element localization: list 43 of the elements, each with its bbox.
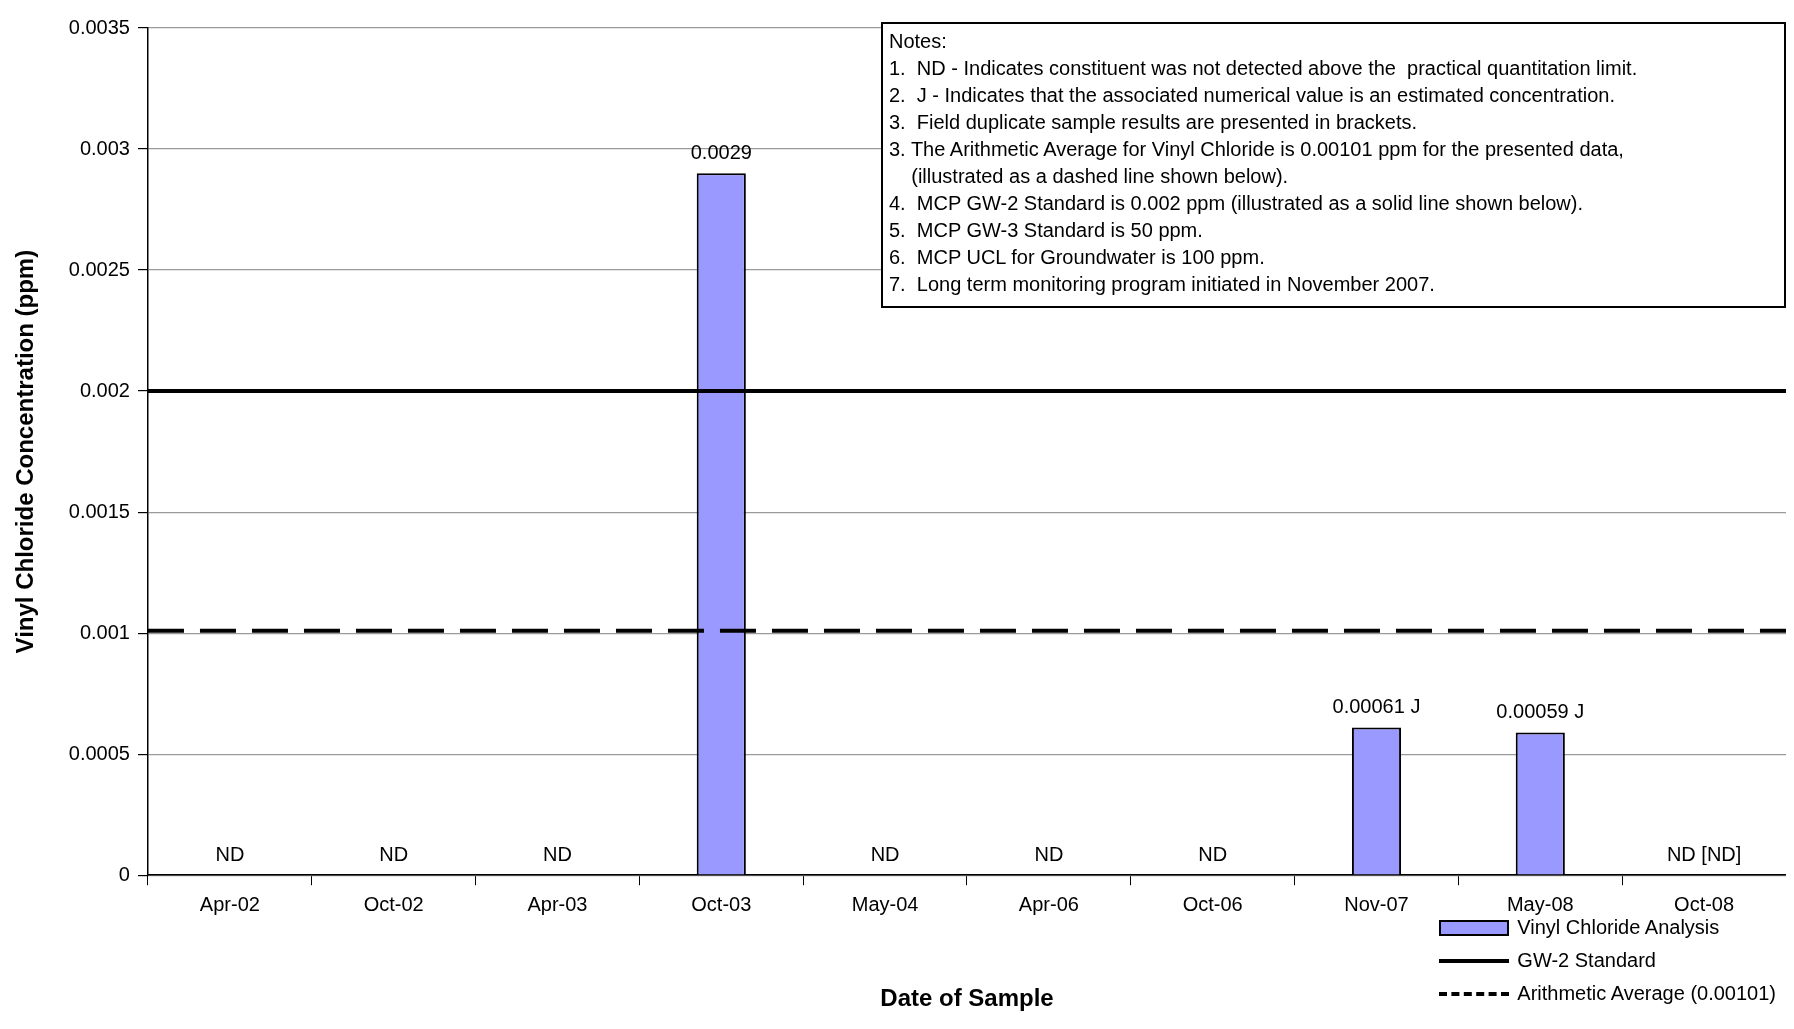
annotation: 3. Field duplicate sample results are presented in brackets. (889, 110, 1419, 135)
legend-label: Vinyl Chloride Analysis (1517, 916, 1720, 939)
x-tick-label: Apr-06 (1018, 892, 1079, 915)
y-tick-label: 0.0015 (68, 499, 130, 522)
x-tick-label: Nov-07 (1344, 892, 1409, 915)
data-label: 0.00061 J (1332, 695, 1421, 718)
y-axis-title: Vinyl Chloride Concentration (ppm) (11, 249, 39, 654)
x-tick-label: May-08 (1506, 892, 1574, 915)
text: ND (215, 842, 245, 865)
annotation: 4. MCP GW-2 Standard is 0.002 ppm (illustrated as a solid line shown below). (889, 191, 1585, 216)
text: ND (1034, 842, 1064, 865)
text: ND [ND] (1666, 842, 1742, 865)
y-tick-label: 0.002 (79, 378, 130, 401)
x-tick-label: Apr-03 (527, 892, 588, 915)
annotation: 3. The Arithmetic Average for Vinyl Chloride is 0.00101 ppm for the presented data, (889, 137, 1625, 162)
text: ND (543, 842, 572, 865)
annotation: 2. J - Indicates that the associated numerical value is an estimated concentration. (889, 83, 1616, 108)
y-tick-label: 0.001 (79, 620, 130, 643)
annotation: Notes: (889, 29, 948, 54)
text: ND (870, 842, 900, 865)
x-tick-label: Oct-06 (1182, 892, 1243, 915)
x-tick-label: Oct-03 (691, 892, 752, 915)
legend-label: GW-2 Standard (1517, 949, 1656, 972)
annotation: 6. MCP UCL for Groundwater is 100 ppm. (889, 245, 1266, 270)
y-tick-label: 0.0025 (68, 257, 130, 280)
data-label: 0.0029 (690, 140, 752, 163)
annotation: 1. ND - Indicates constituent was not detected above the practical quantitation limit. (889, 56, 1639, 81)
y-tick-label: 0 (118, 862, 130, 885)
annotation: 5. MCP GW-3 Standard is 50 ppm. (889, 218, 1204, 243)
text: ND (1198, 842, 1228, 865)
y-tick-label: 0.0035 (68, 15, 130, 38)
x-tick-label: Apr-02 (199, 892, 260, 915)
y-tick-label: 0.003 (79, 136, 130, 159)
x-tick-label: Oct-08 (1674, 892, 1735, 915)
x-tick-label: Oct-02 (363, 892, 424, 915)
y-tick-label: 0.0005 (68, 741, 130, 764)
x-tick-label: May-04 (851, 892, 919, 915)
legend-label: Arithmetic Average (0.00101) (1517, 982, 1776, 1005)
data-label: 0.00059 J (1496, 699, 1585, 722)
annotation: (illustrated as a dashed line shown below). (910, 164, 1290, 189)
annotation: 7. Long term monitoring program initiated in November 2007. (889, 272, 1436, 297)
text: ND (379, 842, 409, 865)
x-axis-title: Date of Sample (880, 984, 1054, 1012)
